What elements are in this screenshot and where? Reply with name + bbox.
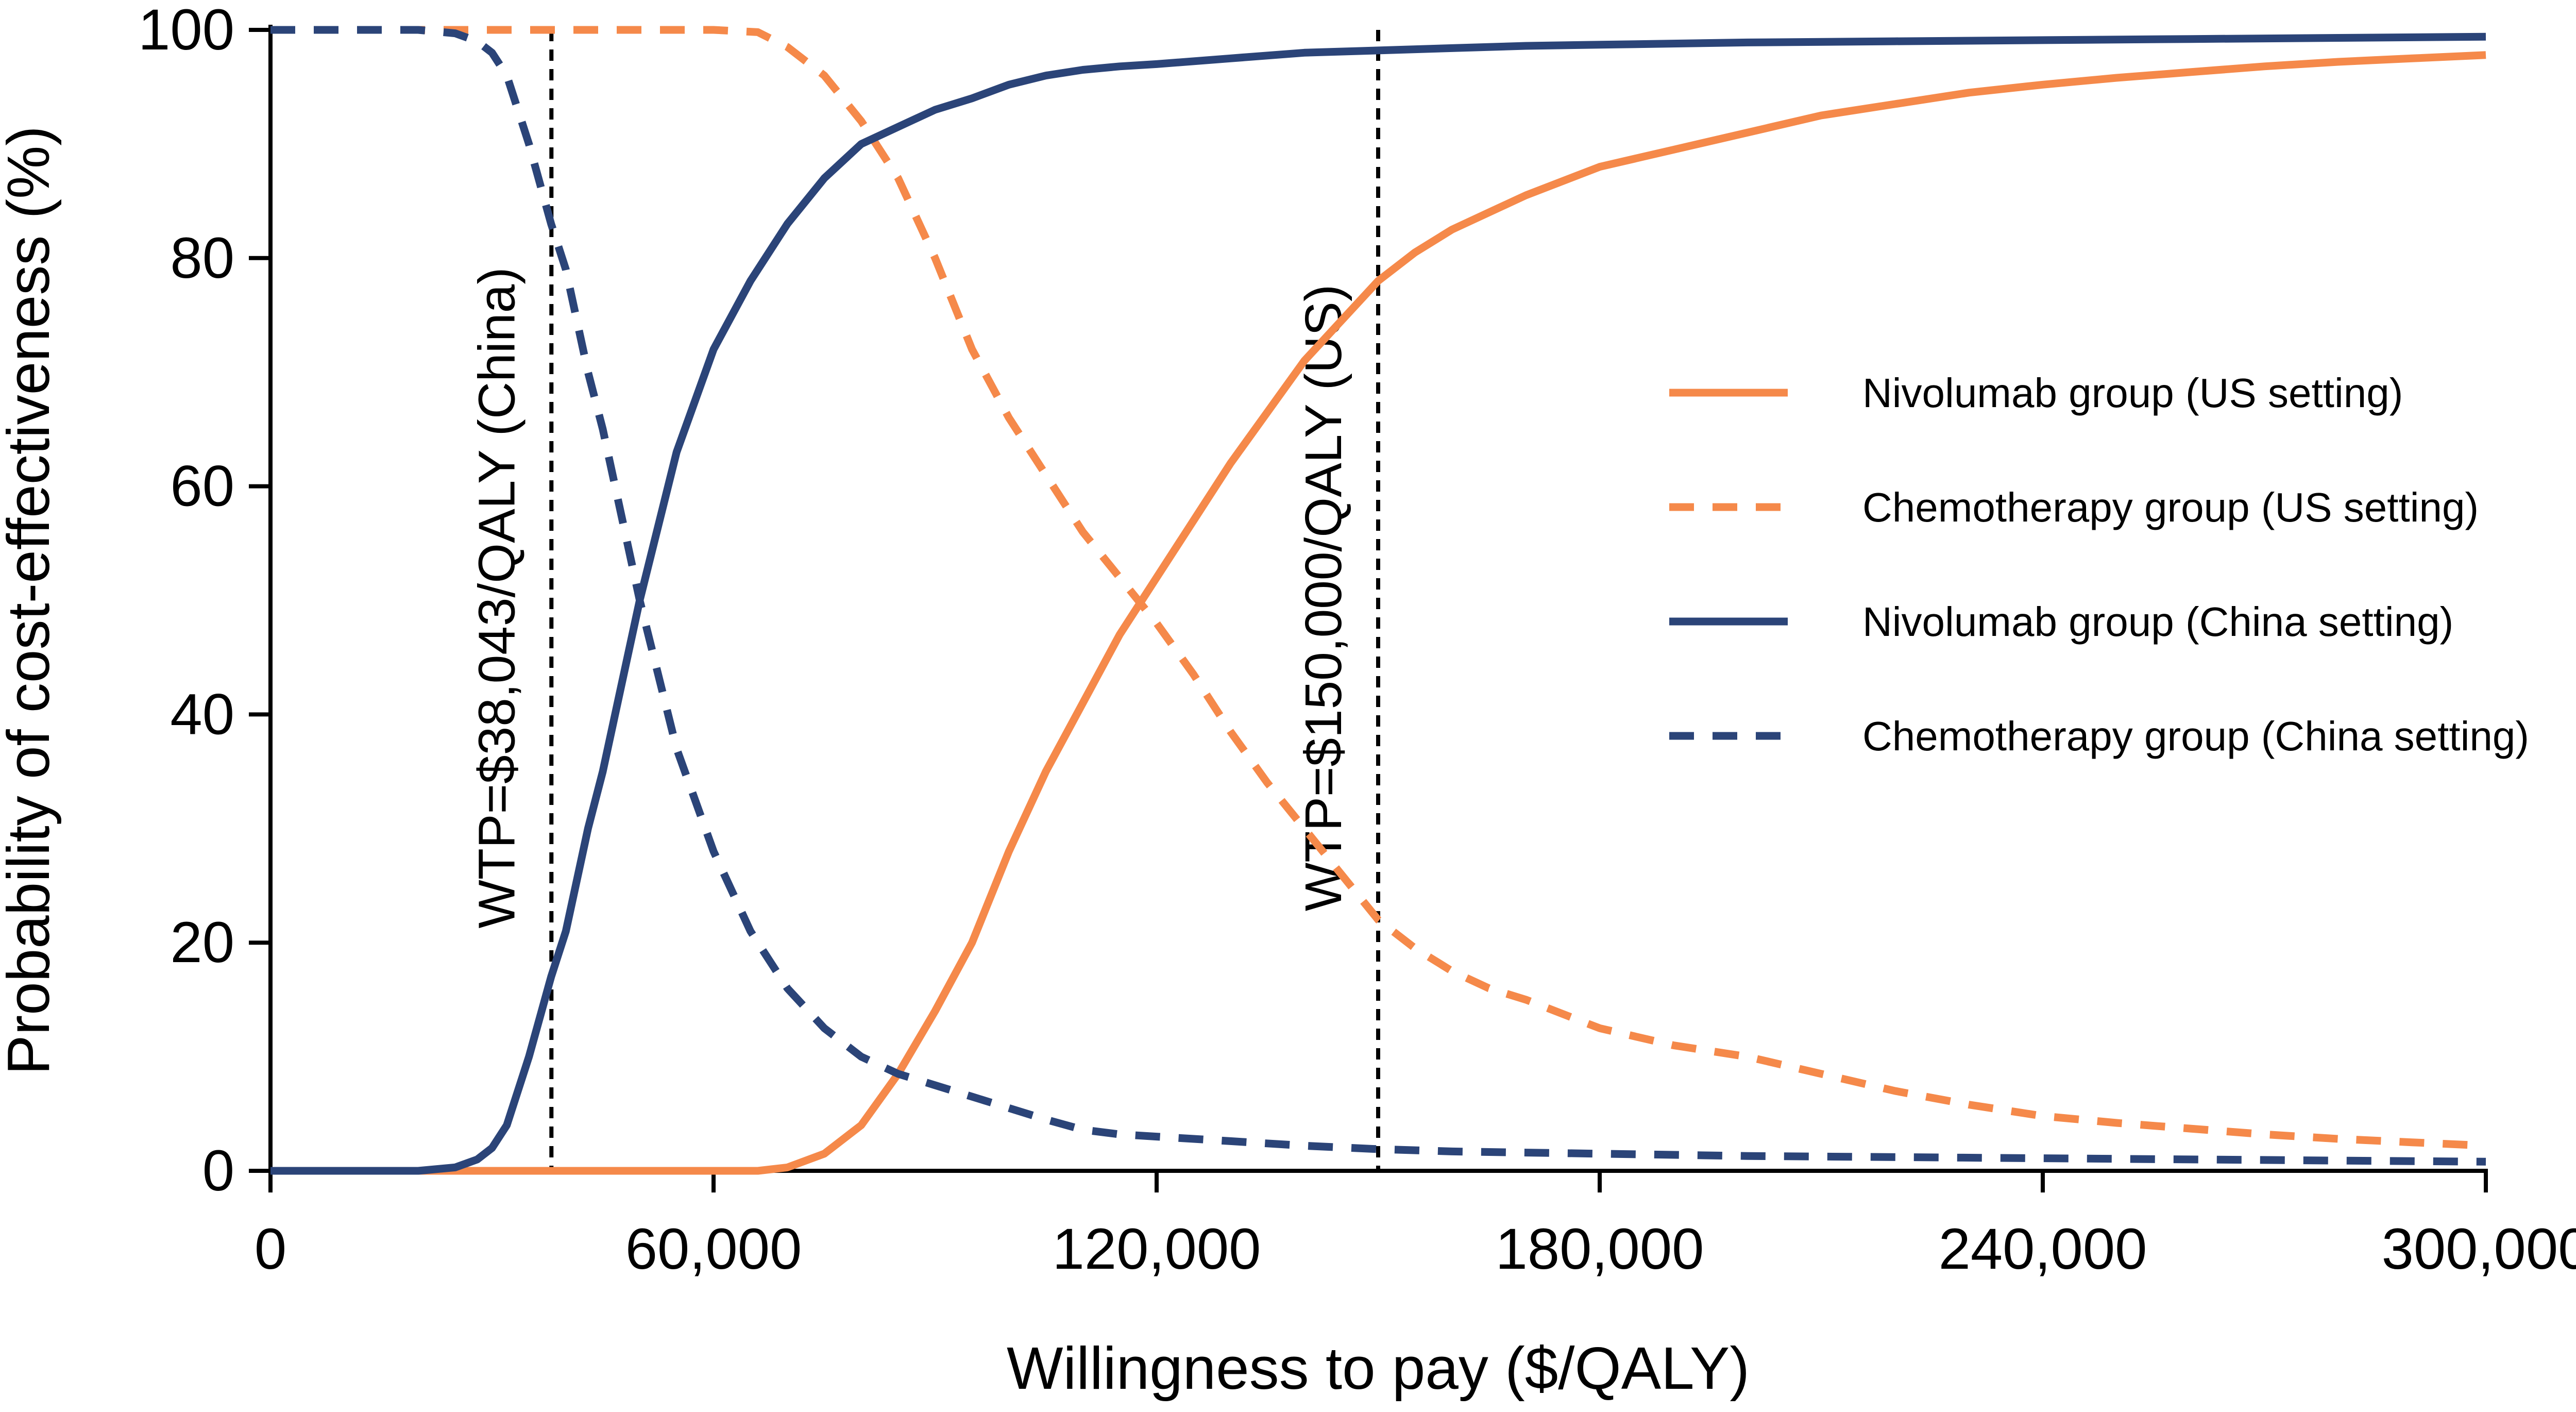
wtp-reference-label: WTP=$38,043/QALY (China): [468, 267, 526, 928]
y-tick-label: 60: [170, 454, 234, 518]
legend-label-3: Nivolumab group (China setting): [1862, 599, 2453, 645]
x-tick-label: 180,000: [1496, 1217, 1704, 1281]
series-line-4: [270, 26, 2486, 1166]
x-tick-label: 60,000: [625, 1217, 802, 1281]
y-tick-label: 40: [170, 682, 234, 746]
y-axis-label: Probability of cost-effectiveness (%): [0, 126, 62, 1075]
y-tick-label: 20: [170, 910, 234, 974]
legend-label-1: Nivolumab group (US setting): [1862, 370, 2403, 416]
x-tick-label: 240,000: [1939, 1217, 2147, 1281]
series-line-2: [270, 26, 2486, 1150]
y-tick-label: 80: [170, 226, 234, 290]
series-line-3: [270, 32, 2486, 1175]
y-tick-label: 0: [202, 1138, 234, 1203]
legend-label-2: Chemotherapy group (US setting): [1862, 484, 2479, 530]
x-tick-label: 300,000: [2382, 1217, 2576, 1281]
legend-label-4: Chemotherapy group (China setting): [1862, 713, 2529, 759]
x-tick-label: 0: [255, 1217, 286, 1281]
x-tick-label: 120,000: [1053, 1217, 1261, 1281]
x-axis-label: Willingness to pay ($/QALY): [1007, 1335, 1750, 1402]
wtp-reference-label: WTP=$150,000/QALY (US): [1295, 284, 1352, 911]
y-tick-label: 100: [138, 0, 234, 62]
series-line-1: [270, 51, 2486, 1175]
